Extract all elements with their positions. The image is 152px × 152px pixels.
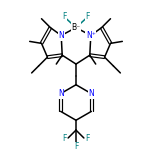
Text: N⁺: N⁺ <box>86 31 96 40</box>
Text: F: F <box>86 135 90 143</box>
Text: N: N <box>88 89 94 98</box>
Text: N: N <box>58 31 64 40</box>
Text: B⁻: B⁻ <box>71 23 81 32</box>
Text: F: F <box>86 12 90 21</box>
Text: N: N <box>58 89 64 98</box>
Text: F: F <box>74 142 78 151</box>
Text: F: F <box>62 12 66 21</box>
Text: F: F <box>62 135 66 143</box>
